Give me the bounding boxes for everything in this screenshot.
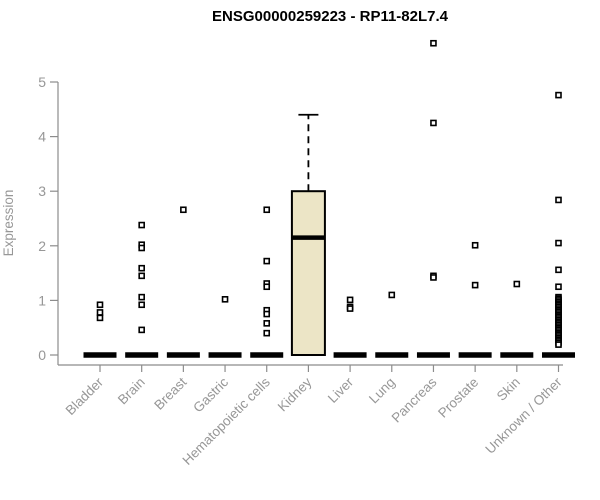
- outlier-point-brain: [138, 221, 145, 229]
- outlier-point-unknown-other: [555, 91, 562, 99]
- outlier-point-prostate: [471, 241, 479, 249]
- outlier-point-unknown-other: [555, 266, 562, 274]
- outlier-point-lung: [388, 291, 396, 299]
- x-axis-label-prostate: Prostate: [435, 375, 481, 421]
- outlier-point-unknown-other: [555, 239, 562, 247]
- outlier-point-unknown-other: [555, 196, 562, 204]
- outlier-point-gastric: [221, 296, 229, 303]
- outlier-point-liver: [346, 296, 354, 304]
- outlier-point-pancreas: [430, 119, 437, 127]
- outlier-point-hematopoietic-cells: [263, 283, 271, 291]
- outlier-point-bladder: [96, 301, 104, 309]
- outlier-point-breast: [180, 206, 187, 214]
- outlier-point-brain: [138, 264, 145, 272]
- y-tick-label: 5: [38, 74, 46, 90]
- outlier-point-unknown-other: [555, 283, 562, 291]
- chart-title: ENSG00000259223 - RP11-82L7.4: [212, 8, 449, 25]
- x-axis-label-bladder: Bladder: [63, 374, 107, 418]
- outlier-point-brain: [138, 272, 145, 280]
- x-axis-label-unknown-other: Unknown / Other: [482, 374, 565, 457]
- x-axis-label-kidney: Kidney: [275, 374, 315, 414]
- outlier-point-pancreas: [430, 274, 437, 281]
- outlier-point-brain: [138, 244, 145, 252]
- outlier-point-hematopoietic-cells: [263, 320, 271, 327]
- outlier-point-brain: [138, 326, 145, 334]
- x-axis-label-brain: Brain: [115, 375, 148, 408]
- y-tick-label: 4: [38, 129, 46, 145]
- x-axis-label-gastric: Gastric: [190, 374, 231, 415]
- outlier-point-prostate: [471, 281, 479, 289]
- x-axis-label-liver: Liver: [325, 374, 357, 406]
- x-axis-label-breast: Breast: [151, 374, 189, 412]
- outlier-point-pancreas: [430, 39, 437, 47]
- outlier-point-unknown-other: [555, 341, 562, 348]
- y-tick-label: 0: [38, 347, 46, 363]
- outlier-point-hematopoietic-cells: [263, 310, 271, 318]
- box-kidney: [290, 190, 326, 356]
- x-axis-label-skin: Skin: [494, 375, 523, 404]
- outlier-point-skin: [513, 280, 521, 288]
- y-tick-label: 3: [38, 183, 46, 199]
- outlier-point-brain: [138, 293, 145, 301]
- x-axis-label-lung: Lung: [366, 375, 398, 407]
- outlier-point-bladder: [96, 309, 104, 316]
- outlier-point-hematopoietic-cells: [263, 206, 271, 214]
- outlier-point-hematopoietic-cells: [263, 329, 271, 337]
- y-tick-label: 2: [38, 238, 46, 254]
- y-tick-label: 1: [38, 292, 46, 308]
- outlier-point-bladder: [96, 314, 104, 322]
- outlier-point-hematopoietic-cells: [263, 257, 271, 265]
- x-axis-label-pancreas: Pancreas: [389, 374, 440, 425]
- outlier-point-brain: [138, 301, 145, 309]
- outlier-point-liver: [346, 305, 354, 312]
- y-axis-title: Expression: [1, 190, 16, 257]
